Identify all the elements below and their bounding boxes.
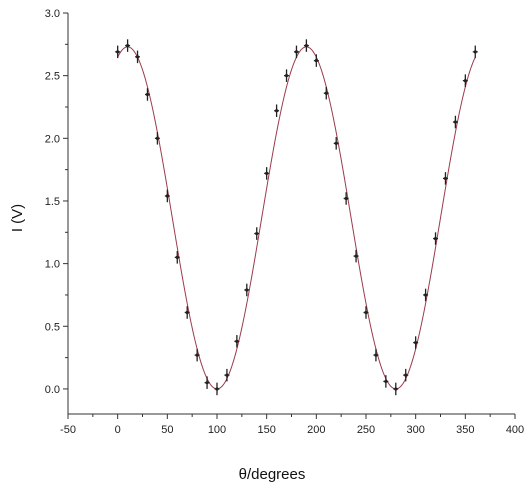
- data-point: [333, 137, 339, 150]
- x-tick-label: 350: [456, 424, 474, 436]
- point-marker: [135, 55, 140, 59]
- data-point: [244, 283, 250, 297]
- data-point: [313, 54, 319, 67]
- data-point: [423, 288, 429, 302]
- data-points: [115, 39, 478, 396]
- y-axis-label: I (V): [9, 204, 26, 232]
- data-point: [433, 232, 439, 245]
- data-point: [373, 348, 379, 362]
- axes: [67, 13, 515, 415]
- data-point: [115, 45, 121, 59]
- data-point: [194, 348, 200, 362]
- data-point: [353, 249, 359, 263]
- point-marker: [473, 50, 477, 54]
- data-point: [343, 192, 349, 205]
- data-point: [363, 306, 369, 319]
- data-point: [293, 45, 299, 59]
- data-point: [224, 368, 230, 382]
- point-marker: [433, 236, 438, 241]
- point-marker: [116, 50, 120, 54]
- y-tick-label: 1.5: [45, 196, 60, 208]
- point-marker: [334, 141, 338, 145]
- point-marker: [364, 310, 368, 315]
- data-point: [472, 45, 478, 59]
- point-marker: [126, 43, 130, 48]
- point-marker: [225, 373, 229, 377]
- x-tick-label: 400: [506, 424, 524, 436]
- point-marker: [354, 254, 358, 258]
- point-marker: [195, 353, 199, 357]
- data-point: [264, 167, 270, 180]
- data-point: [125, 39, 131, 52]
- data-point: [462, 74, 468, 87]
- data-point: [403, 368, 409, 382]
- data-point: [393, 382, 399, 396]
- data-point: [204, 376, 210, 389]
- data-point: [274, 104, 280, 118]
- point-marker: [275, 109, 279, 113]
- data-point: [135, 50, 141, 64]
- data-point: [214, 382, 220, 396]
- point-marker: [443, 176, 448, 181]
- point-marker: [235, 339, 239, 343]
- point-marker: [394, 387, 398, 391]
- axis-ticks: [63, 12, 516, 419]
- data-point: [284, 69, 290, 82]
- data-point: [144, 88, 150, 101]
- point-marker: [145, 92, 150, 97]
- data-point: [164, 189, 170, 203]
- x-tick-label: 100: [208, 424, 226, 436]
- point-marker: [185, 310, 189, 315]
- point-marker: [344, 196, 348, 201]
- point-marker: [265, 171, 269, 175]
- data-point: [184, 306, 190, 319]
- data-point: [383, 375, 389, 388]
- point-marker: [255, 231, 259, 236]
- y-tick-label: 0.5: [45, 321, 60, 333]
- data-point: [234, 335, 240, 348]
- point-marker: [453, 120, 457, 124]
- point-marker: [384, 379, 388, 384]
- point-marker: [205, 381, 209, 385]
- point-marker: [463, 79, 467, 83]
- data-point: [303, 39, 309, 52]
- point-marker: [155, 136, 159, 140]
- point-marker: [294, 50, 299, 54]
- data-point: [254, 227, 260, 240]
- y-tick-label: 1.0: [45, 259, 60, 271]
- x-tick-label: 150: [257, 424, 275, 436]
- point-marker: [424, 293, 428, 297]
- y-tick-label: 2.0: [45, 133, 60, 145]
- x-tick-label: 200: [307, 424, 325, 436]
- point-marker: [215, 387, 219, 391]
- x-tick-label: 250: [357, 424, 375, 436]
- point-marker: [165, 194, 169, 198]
- data-point: [452, 115, 458, 129]
- x-tick-label: -50: [60, 424, 76, 436]
- point-marker: [404, 373, 408, 377]
- x-tick-label: 0: [115, 424, 121, 436]
- data-point: [154, 132, 160, 145]
- point-marker: [324, 91, 328, 95]
- x-tick-label: 50: [161, 424, 173, 436]
- fit-curve: [117, 46, 476, 390]
- data-point: [413, 336, 419, 349]
- point-marker: [304, 43, 308, 48]
- point-marker: [175, 255, 179, 259]
- y-tick-label: 2.5: [45, 71, 60, 83]
- data-point: [323, 86, 329, 100]
- x-tick-label: 300: [406, 424, 424, 436]
- data-point: [442, 172, 448, 185]
- point-marker: [314, 59, 318, 63]
- tick-labels: -50 0 50 100 150 200 250 300 350 400 0.0 0.5 1.0 1.5 2…: [45, 8, 524, 436]
- point-marker: [245, 288, 249, 292]
- point-marker: [374, 353, 378, 357]
- y-tick-label: 0.0: [45, 384, 60, 396]
- y-tick-label: 3.0: [45, 8, 60, 20]
- data-point: [174, 251, 180, 264]
- point-marker: [284, 74, 289, 78]
- point-marker: [414, 340, 418, 345]
- x-axis-label: θ/degrees: [239, 466, 306, 483]
